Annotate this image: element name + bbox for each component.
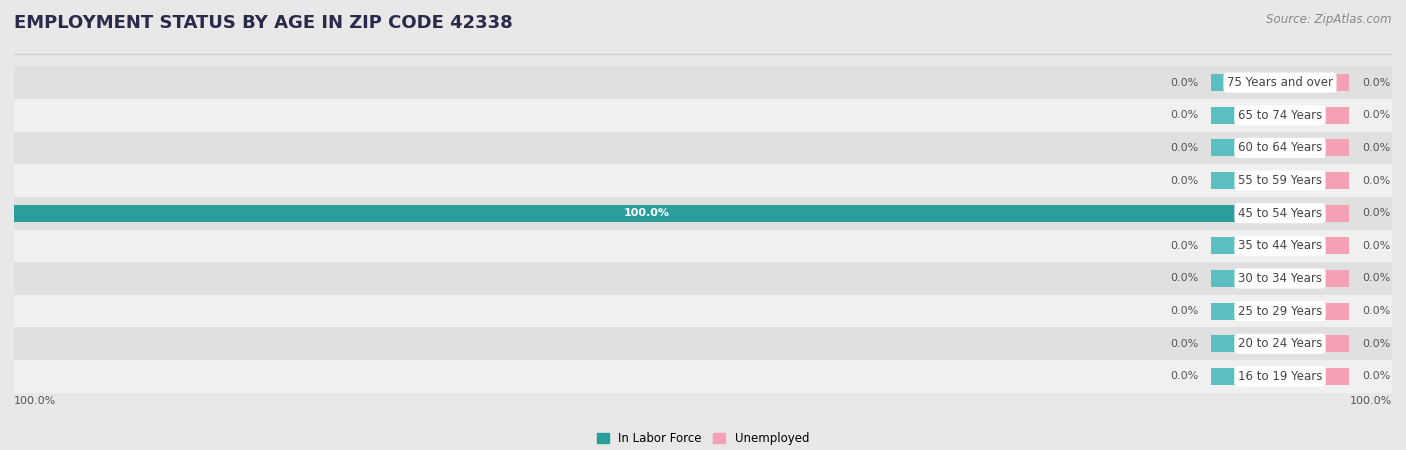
Legend: In Labor Force, Unemployed: In Labor Force, Unemployed xyxy=(592,428,814,450)
Text: 0.0%: 0.0% xyxy=(1362,339,1391,349)
Bar xyxy=(14,66,1392,99)
Text: 45 to 54 Years: 45 to 54 Years xyxy=(1237,207,1322,220)
Text: 20 to 24 Years: 20 to 24 Years xyxy=(1237,337,1322,350)
Text: Source: ZipAtlas.com: Source: ZipAtlas.com xyxy=(1267,14,1392,27)
Bar xyxy=(14,131,1392,164)
Bar xyxy=(1279,270,1348,287)
Text: 100.0%: 100.0% xyxy=(1350,396,1392,406)
Text: 16 to 19 Years: 16 to 19 Years xyxy=(1237,370,1322,383)
Text: 35 to 44 Years: 35 to 44 Years xyxy=(1237,239,1322,252)
Bar xyxy=(1211,303,1279,320)
Text: 0.0%: 0.0% xyxy=(1362,306,1391,316)
Text: 0.0%: 0.0% xyxy=(1170,176,1198,185)
Bar xyxy=(1211,107,1279,124)
Text: EMPLOYMENT STATUS BY AGE IN ZIP CODE 42338: EMPLOYMENT STATUS BY AGE IN ZIP CODE 423… xyxy=(14,14,513,32)
Text: 0.0%: 0.0% xyxy=(1170,274,1198,284)
Text: 60 to 64 Years: 60 to 64 Years xyxy=(1237,141,1322,154)
Text: 0.0%: 0.0% xyxy=(1170,110,1198,120)
Bar xyxy=(1279,172,1348,189)
Bar xyxy=(1211,74,1279,91)
Text: 0.0%: 0.0% xyxy=(1362,274,1391,284)
Bar xyxy=(1279,140,1348,156)
Bar xyxy=(14,164,1392,197)
Text: 0.0%: 0.0% xyxy=(1362,77,1391,88)
Text: 0.0%: 0.0% xyxy=(1362,371,1391,382)
Bar xyxy=(14,295,1392,328)
Text: 0.0%: 0.0% xyxy=(1170,339,1198,349)
Bar xyxy=(1279,74,1348,91)
Bar xyxy=(1211,237,1279,254)
Bar xyxy=(14,360,1392,393)
Text: 0.0%: 0.0% xyxy=(1362,241,1391,251)
Text: 100.0%: 100.0% xyxy=(14,396,56,406)
Text: 0.0%: 0.0% xyxy=(1170,371,1198,382)
Text: 0.0%: 0.0% xyxy=(1362,208,1391,218)
Bar xyxy=(1211,172,1279,189)
Bar xyxy=(14,205,1279,222)
Text: 30 to 34 Years: 30 to 34 Years xyxy=(1239,272,1322,285)
Text: 75 Years and over: 75 Years and over xyxy=(1227,76,1333,89)
Bar xyxy=(14,197,1392,230)
Text: 100.0%: 100.0% xyxy=(624,208,671,218)
Text: 0.0%: 0.0% xyxy=(1170,241,1198,251)
Text: 0.0%: 0.0% xyxy=(1362,110,1391,120)
Bar xyxy=(14,230,1392,262)
Bar xyxy=(14,99,1392,131)
Bar xyxy=(1211,140,1279,156)
Text: 0.0%: 0.0% xyxy=(1170,143,1198,153)
Bar xyxy=(1279,303,1348,320)
Bar xyxy=(1279,107,1348,124)
Text: 0.0%: 0.0% xyxy=(1362,143,1391,153)
Bar xyxy=(1211,270,1279,287)
Bar xyxy=(14,262,1392,295)
Bar xyxy=(14,328,1392,360)
Bar xyxy=(1279,335,1348,352)
Bar xyxy=(1279,205,1348,222)
Bar xyxy=(1279,368,1348,385)
Text: 0.0%: 0.0% xyxy=(1170,306,1198,316)
Text: 0.0%: 0.0% xyxy=(1362,176,1391,185)
Text: 65 to 74 Years: 65 to 74 Years xyxy=(1237,109,1322,122)
Bar xyxy=(1211,368,1279,385)
Bar xyxy=(1279,237,1348,254)
Bar xyxy=(1211,335,1279,352)
Text: 0.0%: 0.0% xyxy=(1170,77,1198,88)
Text: 25 to 29 Years: 25 to 29 Years xyxy=(1237,305,1322,318)
Text: 55 to 59 Years: 55 to 59 Years xyxy=(1239,174,1322,187)
